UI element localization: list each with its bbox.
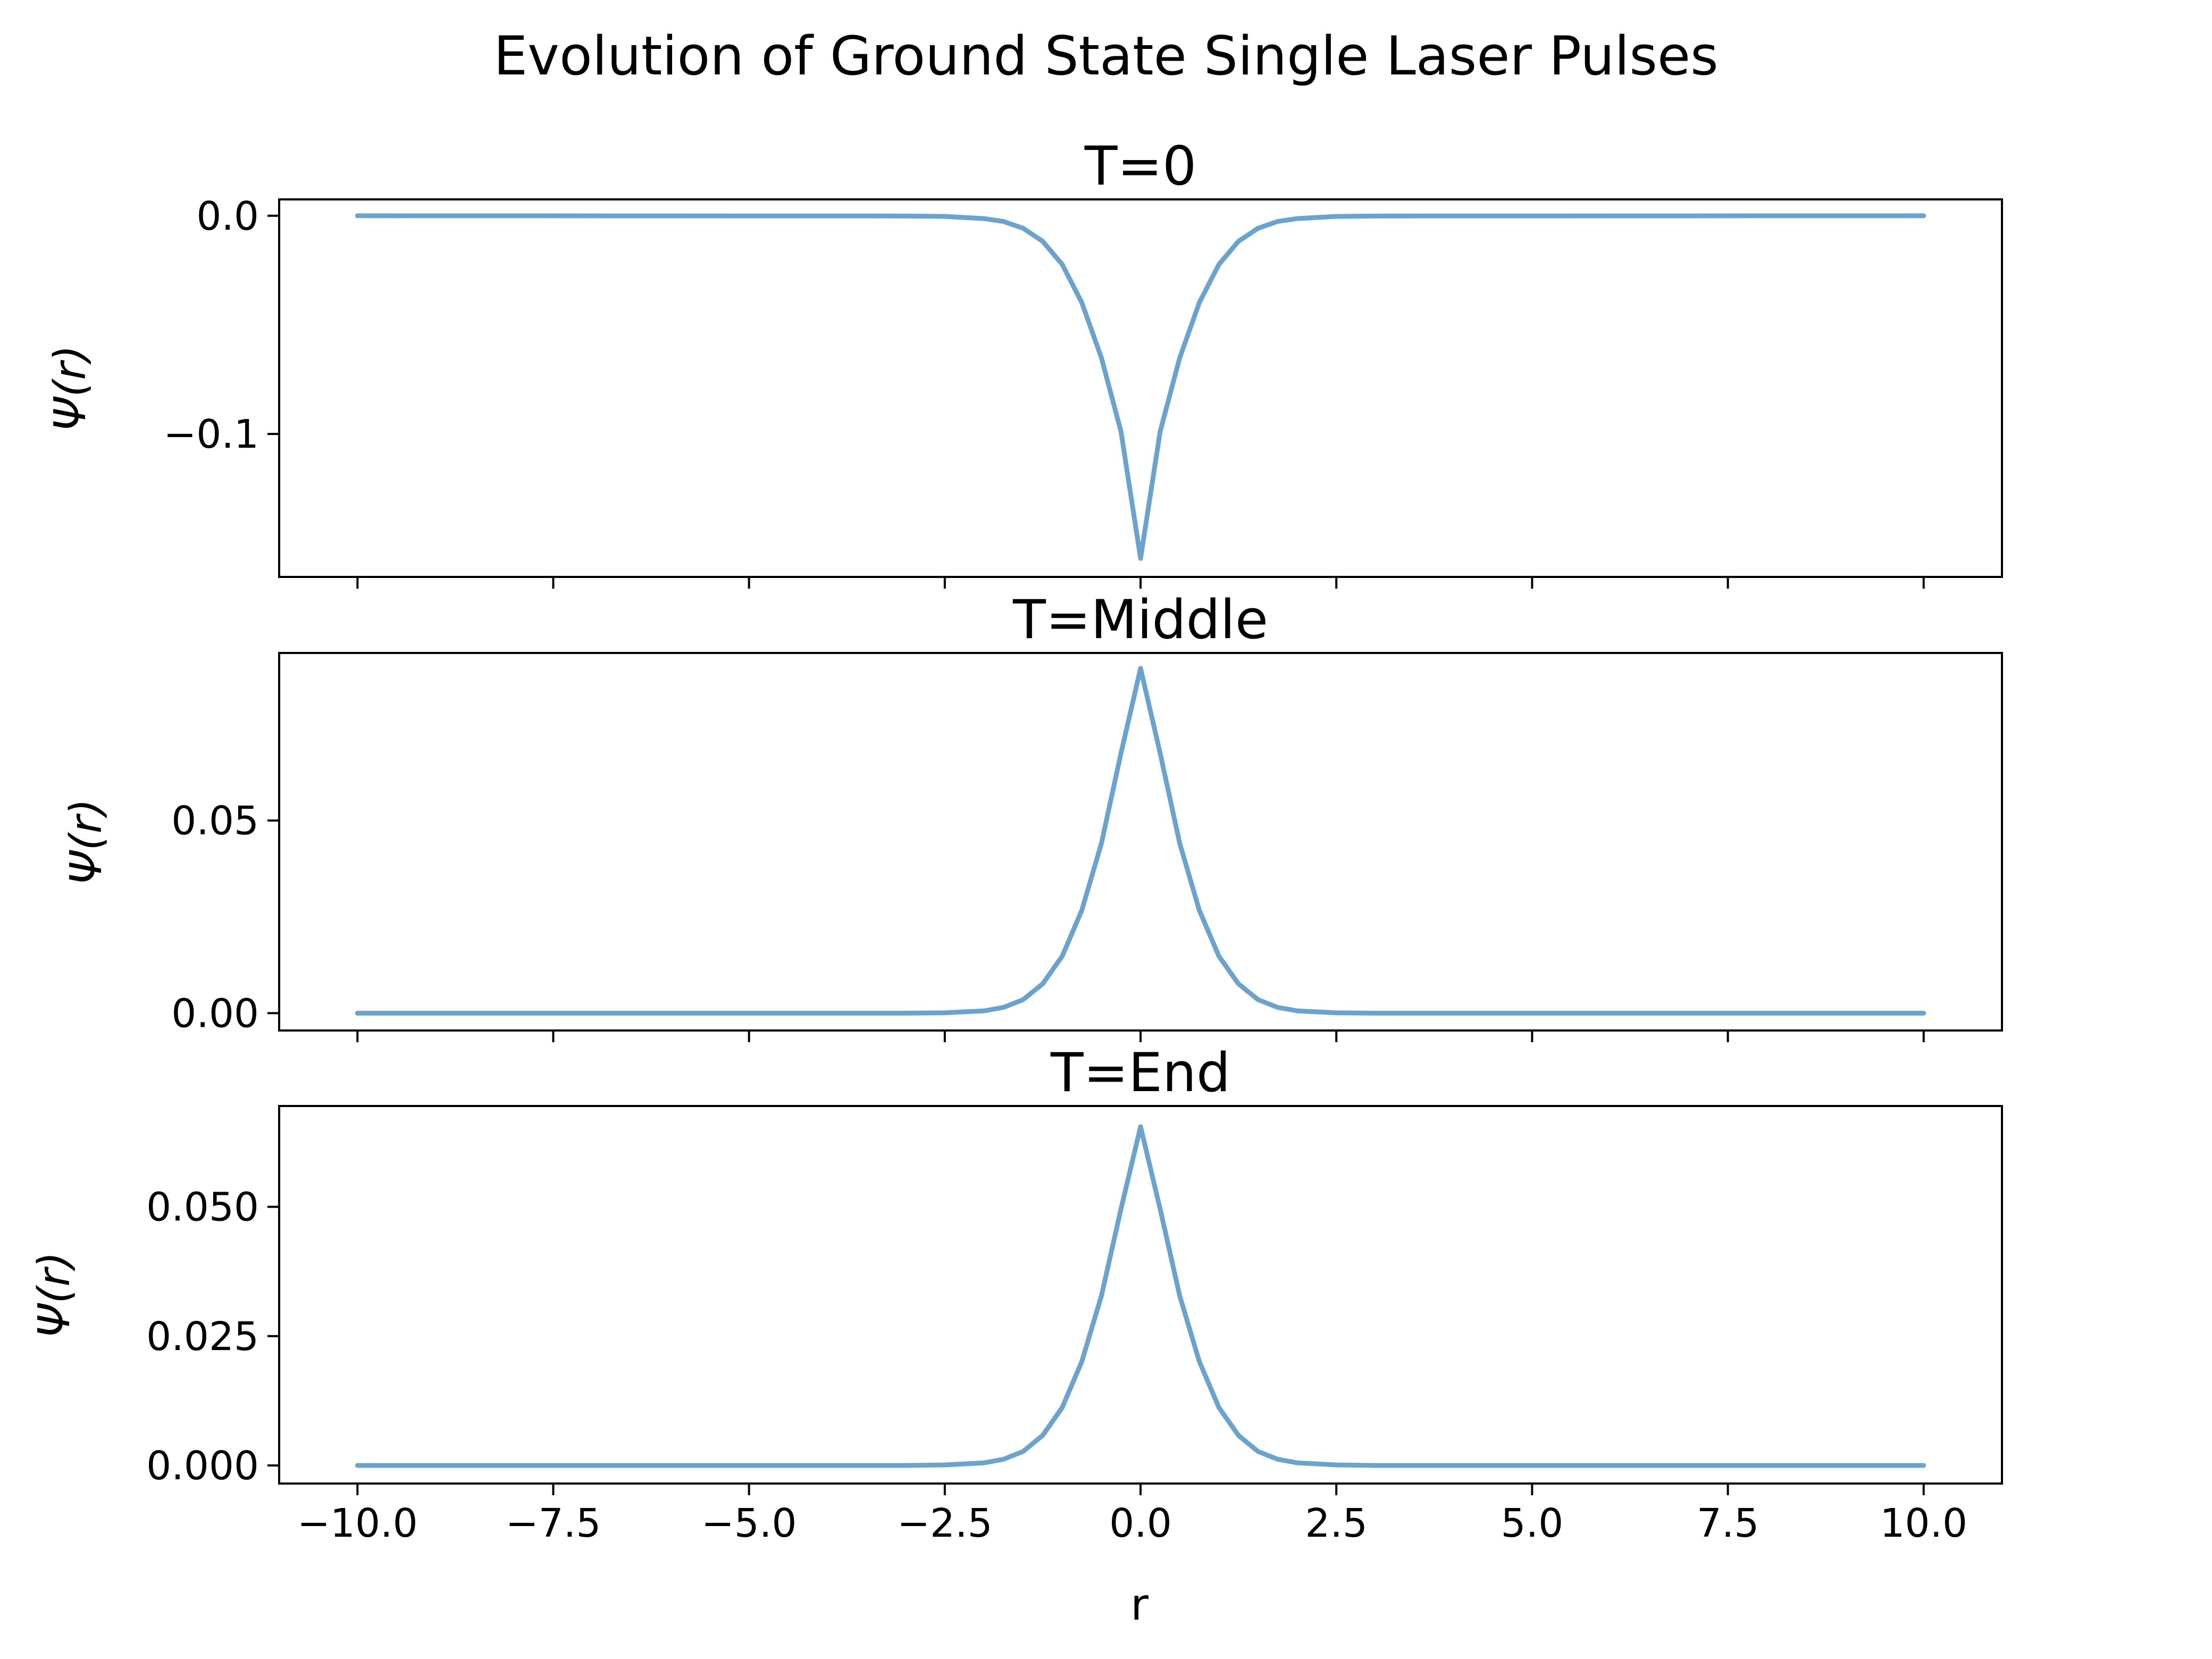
y-axis-label: Ψ(r) <box>45 345 96 431</box>
x-tick-label: −5.0 <box>701 1501 797 1546</box>
x-tick-label: −10.0 <box>297 1501 418 1546</box>
x-tick-label: −7.5 <box>506 1501 601 1546</box>
x-tick-label: 10.0 <box>1880 1501 1967 1546</box>
figure-title: Evolution of Ground State Single Laser P… <box>493 24 1718 87</box>
x-tick-label: 2.5 <box>1305 1501 1368 1546</box>
subplot-title: T=0 <box>1084 135 1197 197</box>
y-axis-label: Ψ(r) <box>29 1252 80 1338</box>
x-tick-label: 7.5 <box>1697 1501 1759 1546</box>
y-tick-label: 0.025 <box>146 1314 259 1360</box>
subplot-2: T=Middle 0.00 0.05 Ψ(r) <box>61 588 2003 1042</box>
series-line <box>355 666 1926 1016</box>
y-tick-label: 0.000 <box>146 1443 259 1489</box>
y-tick-label: 0.05 <box>171 798 259 844</box>
y-tick-label: −0.1 <box>163 412 259 457</box>
x-tick-label: −2.5 <box>897 1501 993 1546</box>
series-line <box>355 1124 1926 1468</box>
subplot-title: T=End <box>1050 1041 1230 1104</box>
y-tick-label: 0.0 <box>196 194 259 239</box>
subplots: T=0 0.0 −0.1 Ψ(r) T=Middle 0.00 0.05 Ψ(r) T=End −… <box>29 135 2003 1546</box>
y-axis-label: Ψ(r) <box>61 799 112 885</box>
subplot-1: T=0 0.0 −0.1 Ψ(r) <box>45 135 2003 589</box>
series-line <box>355 213 1926 561</box>
x-tick-label: 0.0 <box>1109 1501 1172 1546</box>
y-tick-label: 0.050 <box>146 1185 259 1230</box>
subplot-3: T=End −10.0 −7.5 −5.0 −2.5 0.0 2.5 5.0 7.5 10.0 0.… <box>29 1041 2003 1546</box>
x-tick-label: 5.0 <box>1501 1501 1564 1546</box>
y-tick-label: 0.00 <box>171 991 259 1036</box>
subplot-title: T=Middle <box>1012 588 1268 651</box>
x-axis-label: r <box>1130 1580 1149 1630</box>
